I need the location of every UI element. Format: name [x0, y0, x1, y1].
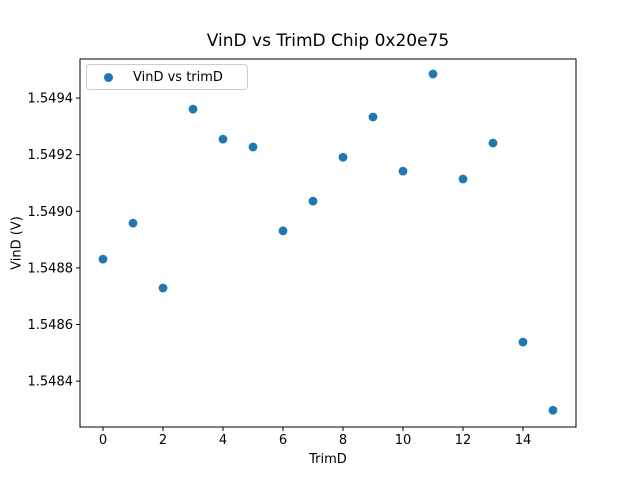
y-tick-label: 1.5490 — [28, 205, 74, 220]
x-tick-label: 8 — [339, 433, 347, 448]
data-point — [248, 142, 258, 152]
data-point — [428, 69, 438, 79]
x-tick-label: 6 — [279, 433, 287, 448]
y-tick-label: 1.5494 — [28, 92, 74, 107]
data-point — [158, 283, 168, 293]
data-point — [488, 138, 498, 148]
data-point — [368, 112, 378, 122]
x-tick-label: 2 — [159, 433, 167, 448]
legend-label: VinD vs trimD — [133, 69, 223, 85]
data-point — [458, 174, 468, 184]
x-tick-label: 12 — [455, 433, 472, 448]
x-tick-label: 0 — [99, 433, 107, 448]
x-axis-label: TrimD — [309, 452, 347, 467]
data-point — [278, 226, 288, 236]
data-point — [548, 405, 558, 415]
data-point — [308, 196, 318, 206]
data-point — [98, 254, 108, 264]
data-point — [188, 104, 198, 114]
axes-border — [79, 58, 577, 428]
x-tick-label: 14 — [515, 433, 532, 448]
data-point — [398, 166, 408, 176]
data-point — [128, 218, 138, 228]
x-tick-label: 10 — [395, 433, 412, 448]
y-tick-label: 1.5484 — [28, 375, 74, 390]
y-tick-label: 1.5486 — [28, 318, 74, 333]
legend: VinD vs trimD — [86, 64, 248, 90]
data-point — [338, 152, 348, 162]
y-tick-label: 1.5488 — [28, 261, 74, 276]
data-point — [218, 134, 228, 144]
y-tick-label: 1.5492 — [28, 148, 74, 163]
data-point — [518, 337, 528, 347]
chart-title: VinD vs TrimD Chip 0x20e75 — [206, 31, 450, 51]
legend-marker-dot — [104, 72, 113, 82]
x-tick-label: 4 — [219, 433, 227, 448]
